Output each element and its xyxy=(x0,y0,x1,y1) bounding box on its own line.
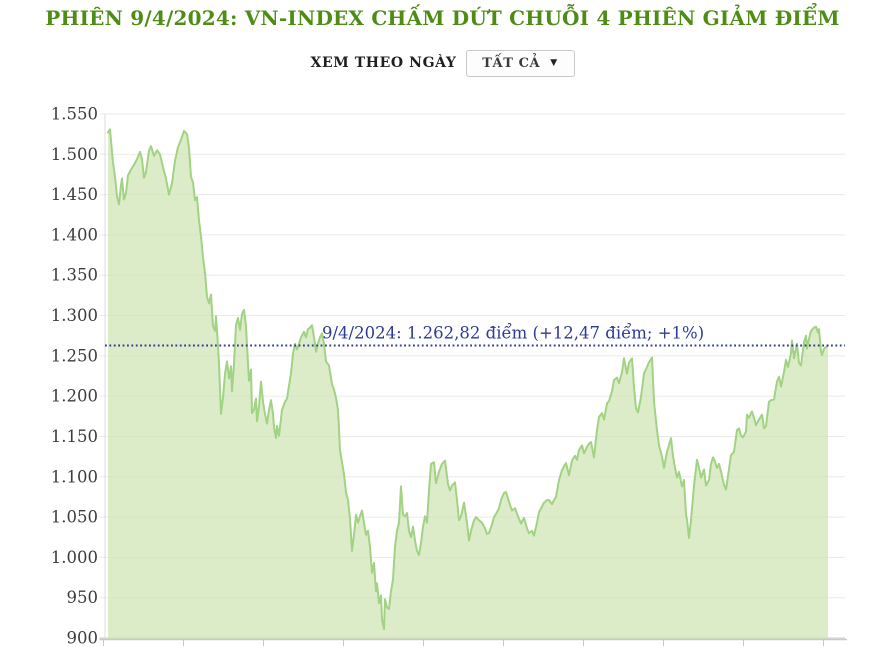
y-axis-tick-label: 1.450 xyxy=(51,185,98,204)
y-axis-tick-label: 1.150 xyxy=(51,427,98,446)
area-series-fill xyxy=(108,129,828,640)
page-title: PHIÊN 9/4/2024: VN-INDEX CHẤM DỨT CHUỖI … xyxy=(45,6,840,30)
y-axis-tick-label: 1.300 xyxy=(51,306,98,325)
y-axis-tick-label: 1.000 xyxy=(51,548,98,567)
y-axis-tick-label: 1.350 xyxy=(51,266,98,285)
range-select-value: TẤT CẢ xyxy=(482,55,541,71)
y-axis-tick-label: 1.100 xyxy=(51,467,98,486)
y-axis-tick-label: 1.250 xyxy=(51,346,98,365)
chevron-down-icon: ▼ xyxy=(550,57,558,68)
area-series-line xyxy=(107,128,829,631)
y-axis-tick-label: 950 xyxy=(67,588,99,607)
y-axis-tick-label: 1.500 xyxy=(51,145,98,164)
y-axis-tick-label: 900 xyxy=(67,629,99,647)
reference-line-label: 9/4/2024: 1.262,82 điểm (+12,47 điểm; +1… xyxy=(322,324,704,343)
y-axis-tick-label: 1.050 xyxy=(51,508,98,527)
y-axis-tick-label: 1.550 xyxy=(51,105,98,124)
view-by-day-label: XEM THEO NGÀY xyxy=(310,55,457,71)
chart-controls: XEM THEO NGÀY TẤT CẢ ▼ xyxy=(0,49,885,77)
y-axis-tick-label: 1.400 xyxy=(51,225,98,244)
y-axis-tick-label: 1.200 xyxy=(51,387,98,406)
range-select-dropdown[interactable]: TẤT CẢ ▼ xyxy=(465,49,575,77)
